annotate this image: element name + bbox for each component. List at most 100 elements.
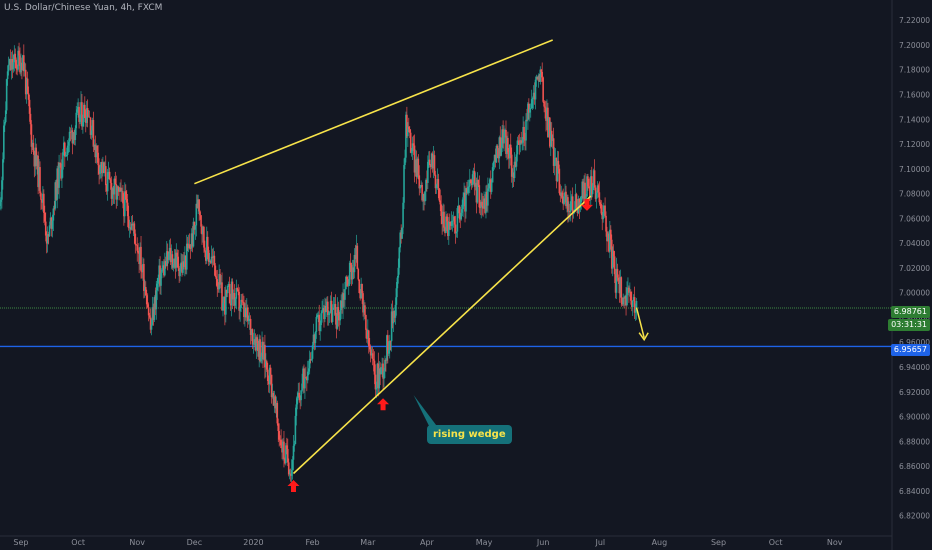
candle-body: [485, 191, 487, 213]
candle-body: [5, 79, 8, 111]
y-tick-label: 7.22000: [899, 16, 930, 25]
candle-body: [592, 170, 595, 186]
candle-body: [628, 287, 630, 293]
candle-body: [54, 182, 57, 209]
candle-body: [421, 184, 423, 201]
candle-body: [232, 293, 235, 300]
candle-body: [81, 102, 83, 127]
candle-body: [598, 192, 601, 203]
candle-body: [535, 76, 538, 80]
candle-body: [568, 211, 570, 212]
candle-body: [162, 265, 164, 270]
candle-body: [560, 192, 563, 196]
candle-body: [57, 168, 59, 188]
x-tick-label: Sep: [13, 538, 28, 547]
candle-body: [444, 227, 446, 234]
candle-body: [181, 262, 183, 273]
candle-body: [289, 473, 292, 476]
candle-body: [156, 283, 159, 291]
candle-body: [545, 107, 547, 121]
candle-body: [549, 117, 551, 147]
candle-body: [490, 182, 493, 192]
candle-body: [280, 440, 282, 449]
candle-body: [19, 55, 21, 73]
candle-body: [493, 154, 496, 162]
candle-body: [303, 368, 305, 389]
candle-body: [28, 99, 31, 114]
candle-body: [135, 244, 138, 246]
candle-body: [505, 129, 507, 154]
candle-body: [624, 295, 626, 299]
candle-body: [507, 137, 509, 153]
candle-body: [265, 361, 267, 368]
candle-body: [164, 261, 166, 276]
y-tick-label: 7.12000: [899, 140, 930, 149]
candle-body: [235, 288, 238, 299]
candle-body: [369, 349, 372, 356]
y-tick-label: 6.82000: [899, 512, 930, 521]
candle-body: [131, 223, 134, 226]
candle-body: [530, 99, 533, 109]
candle-body: [605, 215, 607, 232]
candle-body: [307, 368, 310, 372]
candle-body: [476, 179, 479, 203]
candle-body: [87, 116, 90, 118]
candle-body: [312, 334, 315, 346]
candle-body: [459, 213, 462, 220]
candle-body: [220, 282, 222, 285]
candle-body: [347, 284, 350, 286]
candle-body: [124, 191, 127, 200]
candle-body: [230, 281, 233, 306]
candle-body: [99, 167, 101, 174]
candle-body: [23, 55, 25, 72]
candle-body: [438, 188, 441, 201]
candle-body: [61, 169, 63, 179]
candle-body: [524, 139, 526, 141]
candle-body: [515, 154, 518, 167]
candle-body: [308, 359, 311, 369]
candle-body: [415, 159, 418, 177]
candle-body: [390, 311, 393, 342]
candle-body: [3, 125, 5, 160]
candle-body: [373, 360, 376, 375]
candle-body: [105, 185, 108, 192]
candle-body: [450, 221, 453, 226]
candle-body: [114, 178, 117, 185]
candle-body: [215, 276, 218, 280]
candle-body: [40, 193, 42, 200]
candle-body: [523, 126, 525, 140]
x-tick-label: Apr: [420, 538, 435, 547]
candle-body: [427, 161, 429, 183]
candle-body: [441, 216, 443, 224]
candle-body: [321, 311, 323, 314]
candle-body: [276, 402, 279, 424]
candle-body: [497, 148, 500, 159]
candle-body: [253, 339, 256, 343]
candle-body: [488, 179, 491, 184]
candle-body: [407, 126, 410, 130]
candle-body: [0, 199, 2, 202]
x-tick-label: Oct: [71, 538, 85, 547]
candle-body: [460, 212, 462, 220]
candle-body: [495, 145, 498, 163]
candle-body: [541, 71, 543, 78]
candle-body: [569, 211, 571, 212]
candle-body: [447, 221, 449, 236]
candle-body: [577, 198, 580, 214]
projection-arrow: [635, 307, 645, 338]
candle-body: [487, 188, 489, 206]
candle-body: [277, 423, 280, 432]
candle-body: [242, 301, 244, 303]
candle-body: [629, 291, 631, 293]
blue-line-price-tag: 6.95657: [890, 344, 930, 356]
candle-body: [425, 179, 427, 192]
candle-body: [65, 154, 68, 156]
candle-body: [608, 233, 610, 252]
candle-body: [481, 201, 483, 206]
candle-body: [440, 204, 442, 217]
candle-body: [575, 194, 578, 208]
candle-body: [400, 232, 402, 239]
candle-body: [489, 179, 492, 192]
candle-body: [483, 198, 485, 209]
